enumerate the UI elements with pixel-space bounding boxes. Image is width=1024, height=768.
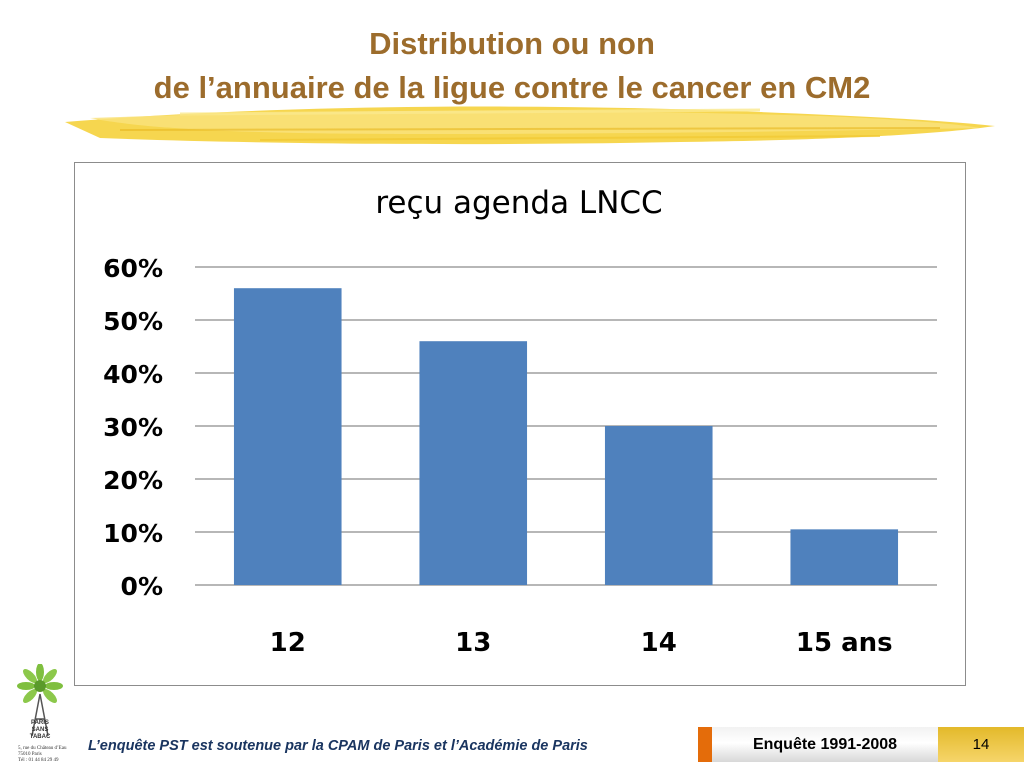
footer-note: L’enquête PST est soutenue par la CPAM d…: [88, 738, 588, 754]
footer-accent-bar: [698, 727, 712, 762]
bar: [790, 529, 899, 585]
chart-title: reçu agenda LNCC: [375, 185, 663, 221]
x-tick-label: 15 ans: [796, 628, 893, 658]
bar: [419, 341, 528, 585]
logo-address: 5, rue du Château d’Eau 75010 Paris Tél …: [18, 746, 66, 764]
y-tick-label: 40%: [103, 360, 163, 389]
svg-text:SANS: SANS: [32, 727, 49, 733]
bar-chart: 0% 10% 20% 30% 40% 50% 60% 12 13 14 15 ans: [103, 254, 937, 658]
y-tick-label: 60%: [103, 254, 163, 283]
slide-title: Distribution ou non de l’annuaire de la …: [0, 22, 1024, 110]
y-tick-label: 30%: [103, 413, 163, 442]
y-tick-label: 0%: [121, 572, 163, 601]
logo-address-line: Tél : 01 44 84 29 49: [18, 758, 59, 763]
slide-title-line2: de l’annuaire de la ligue contre le canc…: [153, 70, 871, 105]
footer-survey-label: Enquête 1991-2008: [712, 727, 938, 762]
y-tick-label: 20%: [103, 466, 163, 495]
yellow-brush-stroke: [65, 106, 995, 145]
y-tick-label: 10%: [103, 519, 163, 548]
x-tick-label: 14: [641, 628, 677, 658]
bar: [233, 288, 342, 585]
paris-sans-tabac-logo: PARIS SANS TABAC: [17, 664, 63, 740]
logo-address-line: 5, rue du Château d’Eau: [18, 746, 67, 751]
logo-address-line: 75010 Paris: [18, 752, 42, 757]
y-tick-label: 50%: [103, 307, 163, 336]
svg-text:TABAC: TABAC: [30, 734, 51, 740]
slide-title-line1: Distribution ou non: [369, 26, 655, 61]
svg-text:PARIS: PARIS: [31, 720, 49, 726]
x-tick-label: 12: [270, 628, 306, 658]
bar: [604, 426, 713, 585]
page-number: 14: [938, 727, 1024, 762]
x-tick-label: 13: [455, 628, 491, 658]
